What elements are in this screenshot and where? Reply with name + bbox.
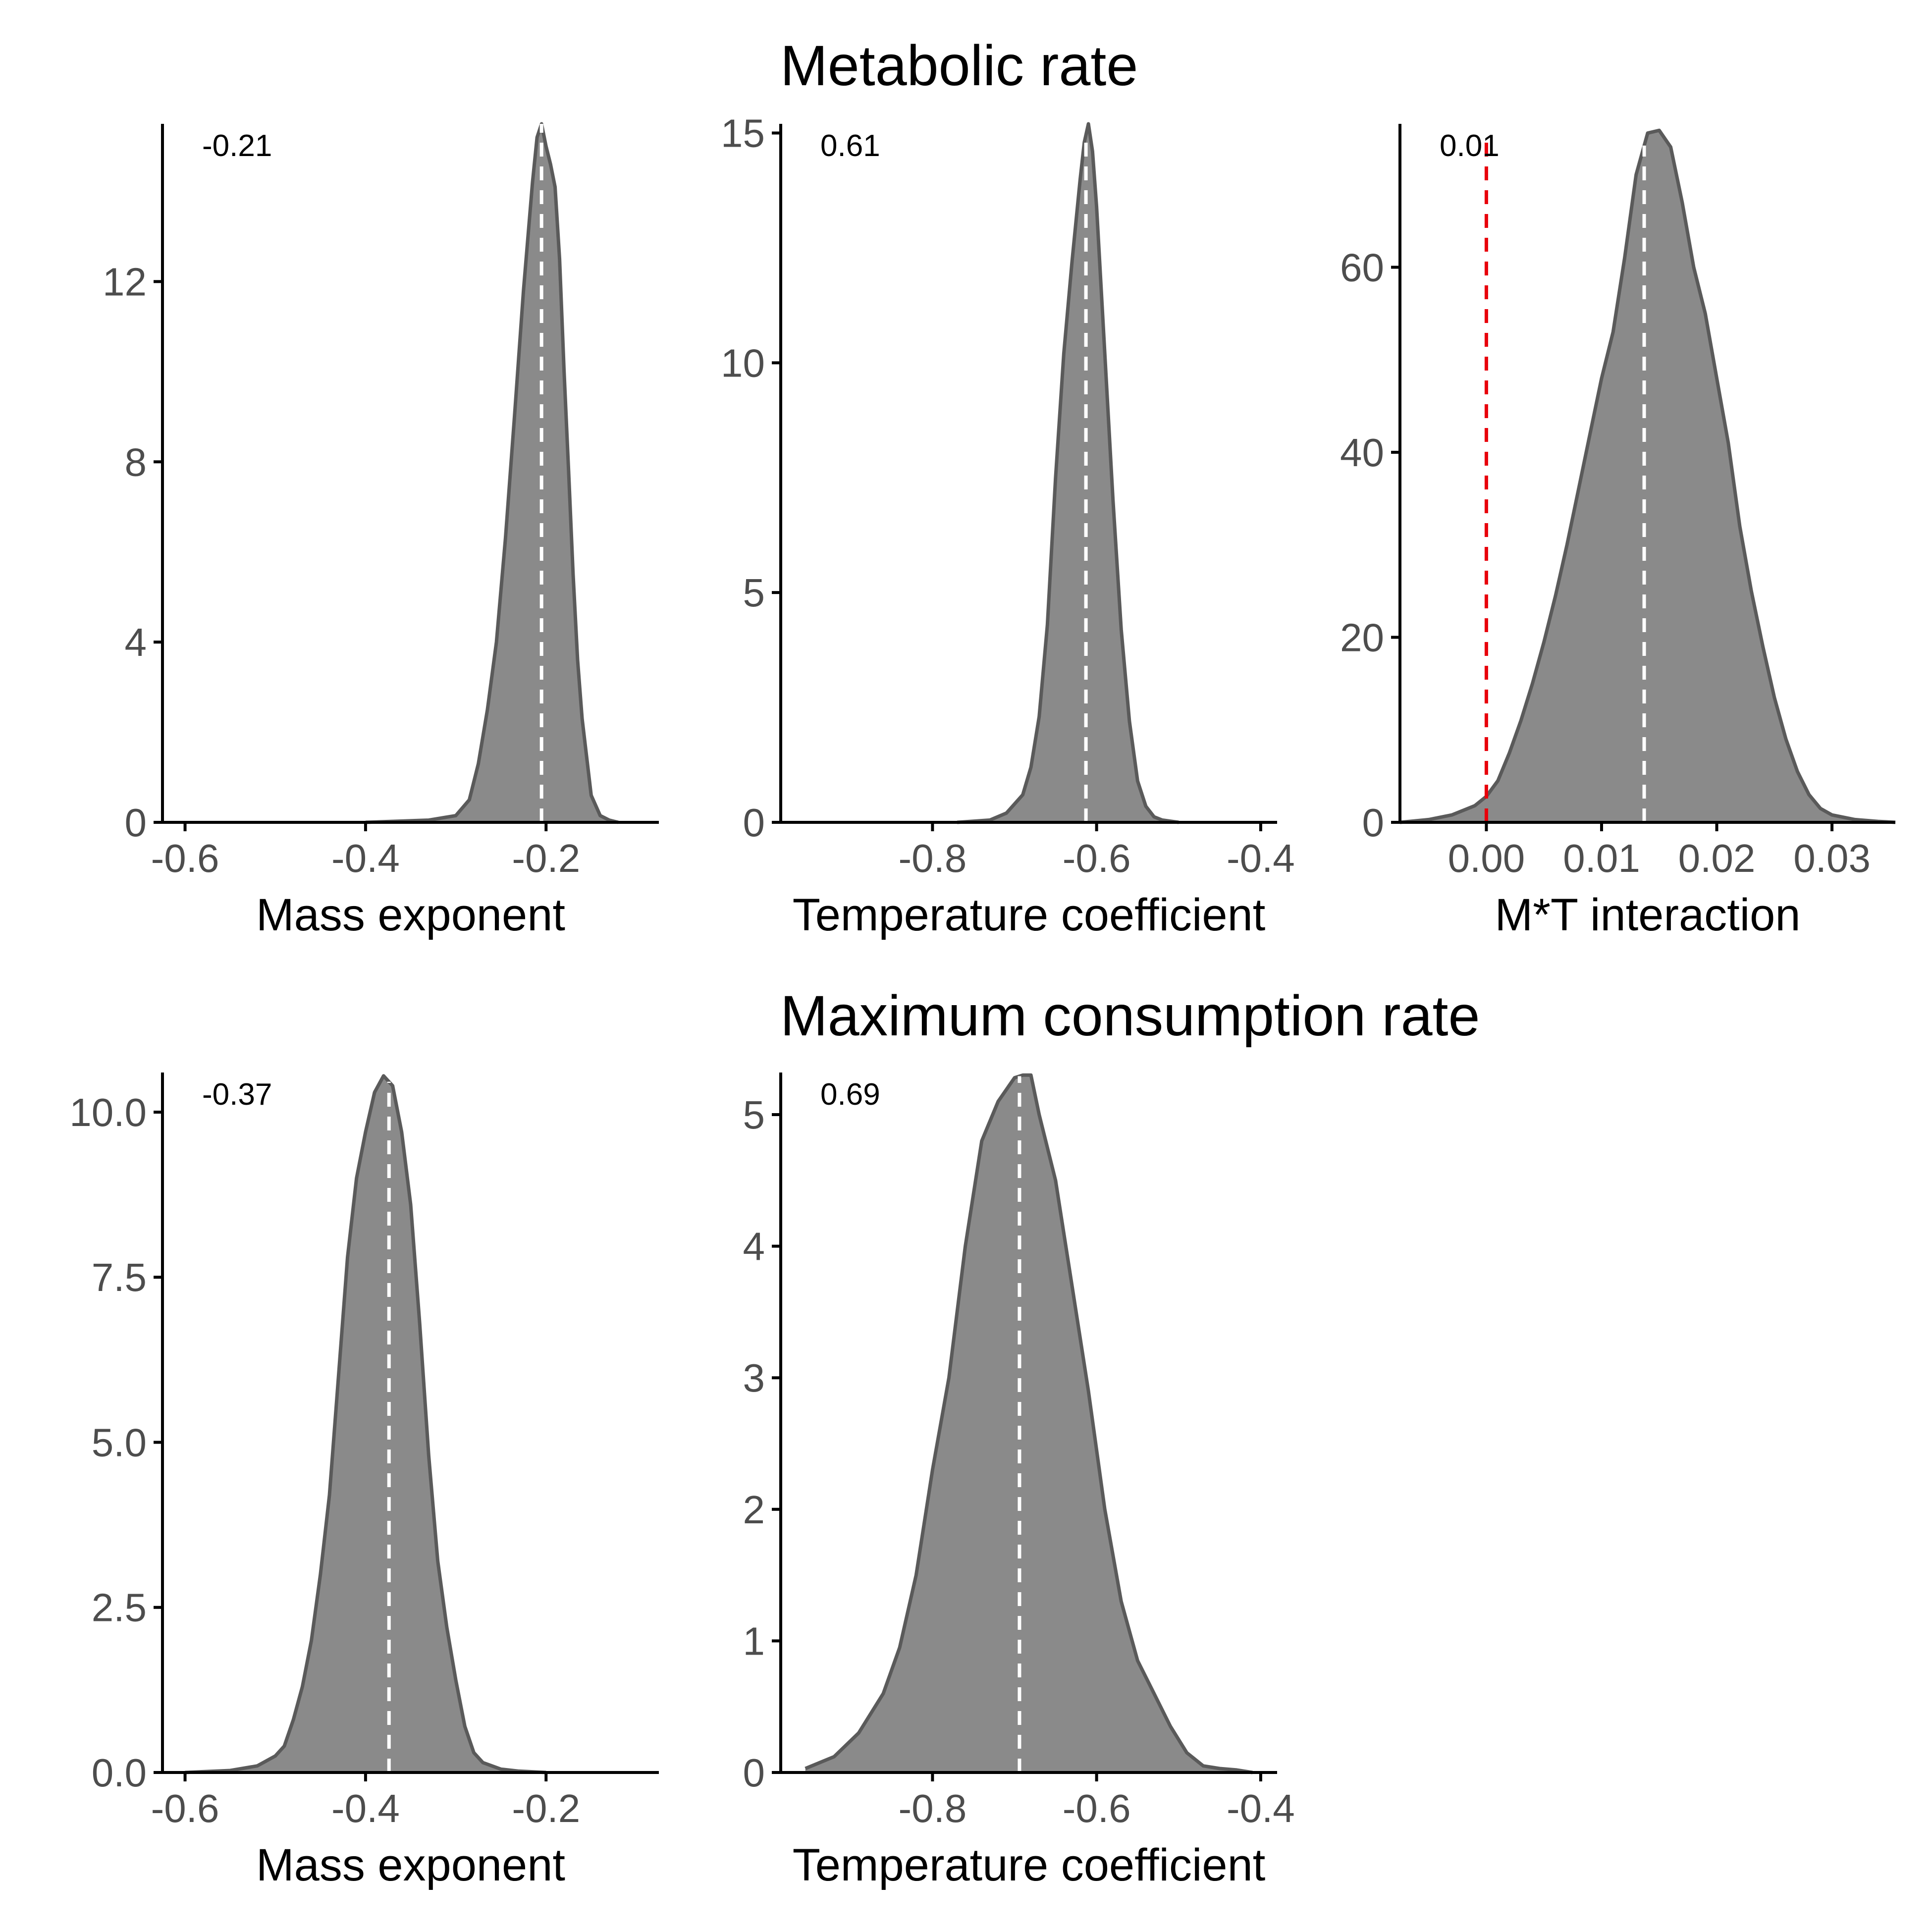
y-tick-label: 0 — [743, 801, 765, 845]
y-tick-label: 0 — [743, 1751, 765, 1795]
panel-2: -0.8 -0.6 -0.4 0 5 10 15 Temperature coefficien… — [721, 111, 1295, 940]
row-title-maximum-consumption-rate: Maximum consumption rate — [780, 984, 1480, 1048]
x-tick-label: -0.2 — [512, 1786, 580, 1830]
density-area — [805, 1075, 1253, 1772]
x-axis-title: Mass exponent — [256, 1840, 565, 1890]
density-outline — [957, 122, 1179, 824]
density-outline — [805, 1073, 1253, 1774]
x-tick-label: -0.6 — [151, 1786, 219, 1830]
y-tick-label: 12 — [103, 260, 147, 304]
y-tick-label: 5 — [743, 571, 765, 615]
y-tick-label: 2.5 — [92, 1586, 147, 1630]
panel-4: -0.6 -0.4 -0.2 0.0 2.5 5.0 7.5 10.0 Mass exponen… — [69, 1073, 659, 1890]
x-tick-label: -0.4 — [1227, 1786, 1295, 1830]
x-tick-label: -0.4 — [331, 1786, 400, 1830]
y-tick-label: 4 — [743, 1225, 765, 1269]
x-tick-label: -0.8 — [898, 836, 966, 880]
row-title-metabolic-rate: Metabolic rate — [780, 34, 1138, 98]
x-axis-title: Temperature coefficient — [793, 1840, 1266, 1890]
y-tick-label: 5.0 — [92, 1420, 147, 1464]
x-tick-label: -0.4 — [1227, 836, 1295, 880]
y-tick-label: 40 — [1340, 430, 1384, 475]
y-tick-label: 60 — [1340, 245, 1384, 289]
x-tick-label: 0.00 — [1448, 836, 1525, 880]
panel-annotation: -0.37 — [202, 1077, 272, 1112]
x-tick-label: -0.6 — [1063, 1786, 1131, 1830]
density-area — [365, 124, 618, 822]
panel-5: -0.8 -0.6 -0.4 0 1 2 3 4 5 Temperature coefficien… — [743, 1073, 1295, 1890]
y-tick-label: 0 — [125, 801, 147, 845]
panel-annotation: -0.21 — [202, 129, 272, 163]
y-tick-label: 15 — [721, 111, 765, 156]
x-tick-label: -0.6 — [1063, 836, 1131, 880]
panel-annotation: 0.01 — [1440, 129, 1500, 163]
panel-1: -0.6 -0.4 -0.2 0 4 8 12 Mass exponent -0.21 — [103, 122, 659, 940]
x-tick-label: -0.8 — [898, 1786, 966, 1830]
density-outline — [1399, 128, 1896, 824]
panel-3: 0.00 0.01 0.02 0.03 0 20 40 60 M*T interaction 0.… — [1340, 124, 1896, 940]
x-tick-label: 0.01 — [1563, 836, 1640, 880]
y-tick-label: 2 — [743, 1488, 765, 1532]
density-outline — [185, 1074, 546, 1774]
panel-annotation: 0.61 — [820, 129, 880, 163]
x-tick-label: -0.4 — [331, 836, 400, 880]
x-tick-label: 0.02 — [1678, 836, 1756, 880]
y-tick-label: 3 — [743, 1356, 765, 1400]
y-tick-label: 10 — [721, 341, 765, 385]
x-tick-label: -0.2 — [512, 836, 580, 880]
y-tick-label: 7.5 — [92, 1255, 147, 1299]
y-tick-label: 1 — [743, 1619, 765, 1663]
y-tick-label: 10.0 — [69, 1090, 147, 1134]
y-tick-label: 5 — [743, 1093, 765, 1137]
density-area — [957, 124, 1179, 822]
y-tick-label: 20 — [1340, 615, 1384, 659]
y-tick-label: 8 — [125, 440, 147, 484]
y-tick-label: 4 — [125, 620, 147, 664]
y-tick-label: 0.0 — [92, 1751, 147, 1795]
density-outline — [365, 122, 619, 824]
density-area — [185, 1075, 546, 1772]
x-tick-label: 0.03 — [1793, 836, 1871, 880]
x-axis-title: Mass exponent — [256, 890, 565, 940]
x-tick-label: -0.6 — [151, 836, 219, 880]
x-axis-title: Temperature coefficient — [793, 890, 1266, 940]
density-area — [1400, 130, 1895, 823]
x-axis-title: M*T interaction — [1495, 890, 1800, 940]
panel-annotation: 0.69 — [820, 1077, 880, 1112]
y-tick-label: 0 — [1362, 801, 1385, 845]
